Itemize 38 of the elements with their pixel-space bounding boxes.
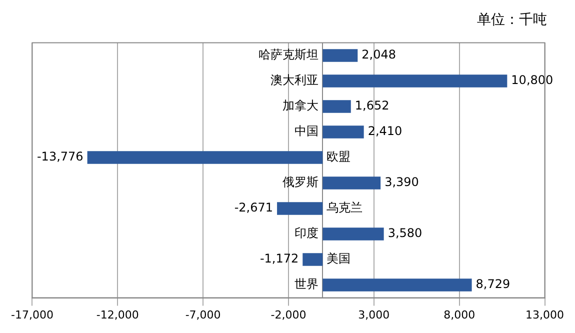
data-label: -2,671 <box>234 200 274 215</box>
y-tick-label: 中国 <box>294 124 319 138</box>
bar <box>302 253 323 266</box>
data-label: -13,776 <box>36 150 84 164</box>
x-tick-label: -7,000 <box>185 308 221 322</box>
data-label: 1,652 <box>354 98 390 113</box>
x-tick-label: -17,000 <box>10 308 54 322</box>
x-tick-label: 3,000 <box>358 308 390 322</box>
bar <box>322 100 351 113</box>
bar <box>322 74 508 88</box>
chart-title: 单位：千吨 <box>477 12 547 28</box>
data-label: 2,410 <box>368 124 402 138</box>
y-tick-label: 印度 <box>294 226 319 240</box>
bar <box>322 176 381 190</box>
data-label: 2,048 <box>362 48 396 62</box>
y-tick-label: 哈萨克斯坦 <box>258 48 319 62</box>
bar <box>322 126 364 138</box>
x-tick-label: 13,000 <box>526 308 564 322</box>
y-tick-label: 澳大利亚 <box>270 73 319 88</box>
y-tick-label: 加拿大 <box>282 98 319 113</box>
y-tick-label: 乌克兰 <box>326 200 363 215</box>
bar <box>322 228 384 240</box>
y-tick-label: 欧盟 <box>326 150 351 164</box>
y-tick-label: 美国 <box>326 252 351 266</box>
y-tick-label: 世界 <box>294 277 319 292</box>
x-tick-label: -2,000 <box>270 308 306 322</box>
bar <box>322 49 358 62</box>
data-label: 10,800 <box>511 73 554 88</box>
bar <box>87 151 323 164</box>
bar <box>322 278 472 292</box>
y-tick-label: 俄罗斯 <box>282 175 319 190</box>
data-label: 3,390 <box>384 175 419 190</box>
x-tick-label: -12,000 <box>96 308 139 322</box>
data-label: 3,580 <box>388 226 422 240</box>
data-label: 8,729 <box>476 277 510 292</box>
bar <box>277 202 323 215</box>
data-label: -1,172 <box>260 252 299 266</box>
x-tick-label: 8,000 <box>444 308 476 322</box>
